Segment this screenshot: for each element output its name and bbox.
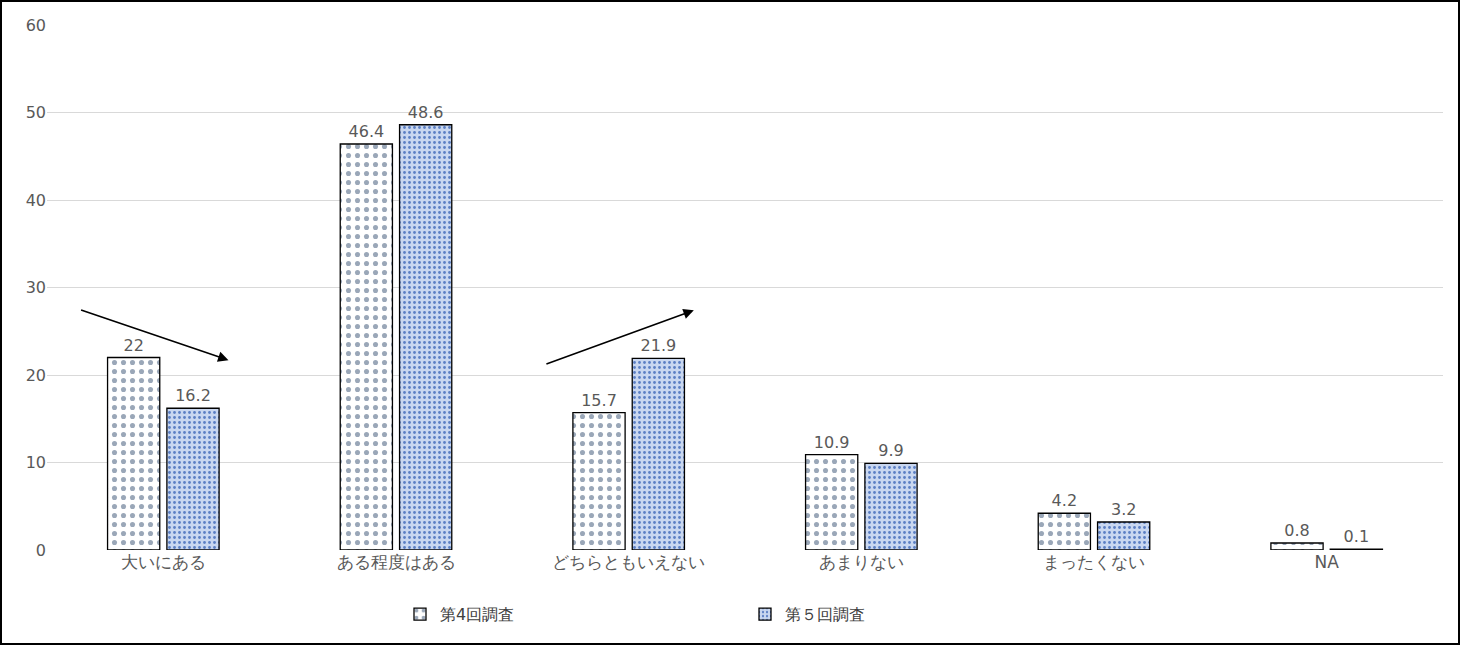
svg-text:40: 40: [26, 191, 46, 210]
svg-text:3.2: 3.2: [1111, 500, 1136, 519]
svg-text:0.8: 0.8: [1284, 521, 1309, 540]
svg-text:第５回調査: 第５回調査: [785, 605, 865, 624]
svg-text:20: 20: [26, 366, 46, 385]
svg-text:21.9: 21.9: [641, 336, 677, 355]
svg-text:0.1: 0.1: [1344, 527, 1369, 546]
svg-text:50: 50: [26, 103, 46, 122]
svg-text:60: 60: [26, 16, 46, 35]
svg-text:46.4: 46.4: [349, 122, 385, 141]
svg-text:15.7: 15.7: [581, 391, 617, 410]
svg-text:第4回調査: 第4回調査: [440, 605, 514, 624]
svg-text:16.2: 16.2: [175, 386, 211, 405]
svg-text:大いにある: 大いにある: [121, 552, 206, 572]
svg-text:あまりない: あまりない: [819, 552, 904, 572]
svg-text:4.2: 4.2: [1052, 491, 1077, 510]
svg-text:0: 0: [36, 541, 46, 560]
svg-text:ある程度はある: ある程度はある: [337, 552, 456, 572]
svg-text:NA: NA: [1314, 552, 1339, 572]
svg-text:30: 30: [26, 278, 46, 297]
svg-text:まったくない: まったくない: [1043, 552, 1145, 572]
svg-text:22: 22: [123, 336, 143, 355]
svg-text:どちらともいえない: どちらともいえない: [552, 552, 705, 572]
svg-text:10.9: 10.9: [814, 433, 850, 452]
svg-text:9.9: 9.9: [878, 441, 903, 460]
svg-text:10: 10: [26, 453, 46, 472]
svg-text:48.6: 48.6: [408, 103, 444, 122]
